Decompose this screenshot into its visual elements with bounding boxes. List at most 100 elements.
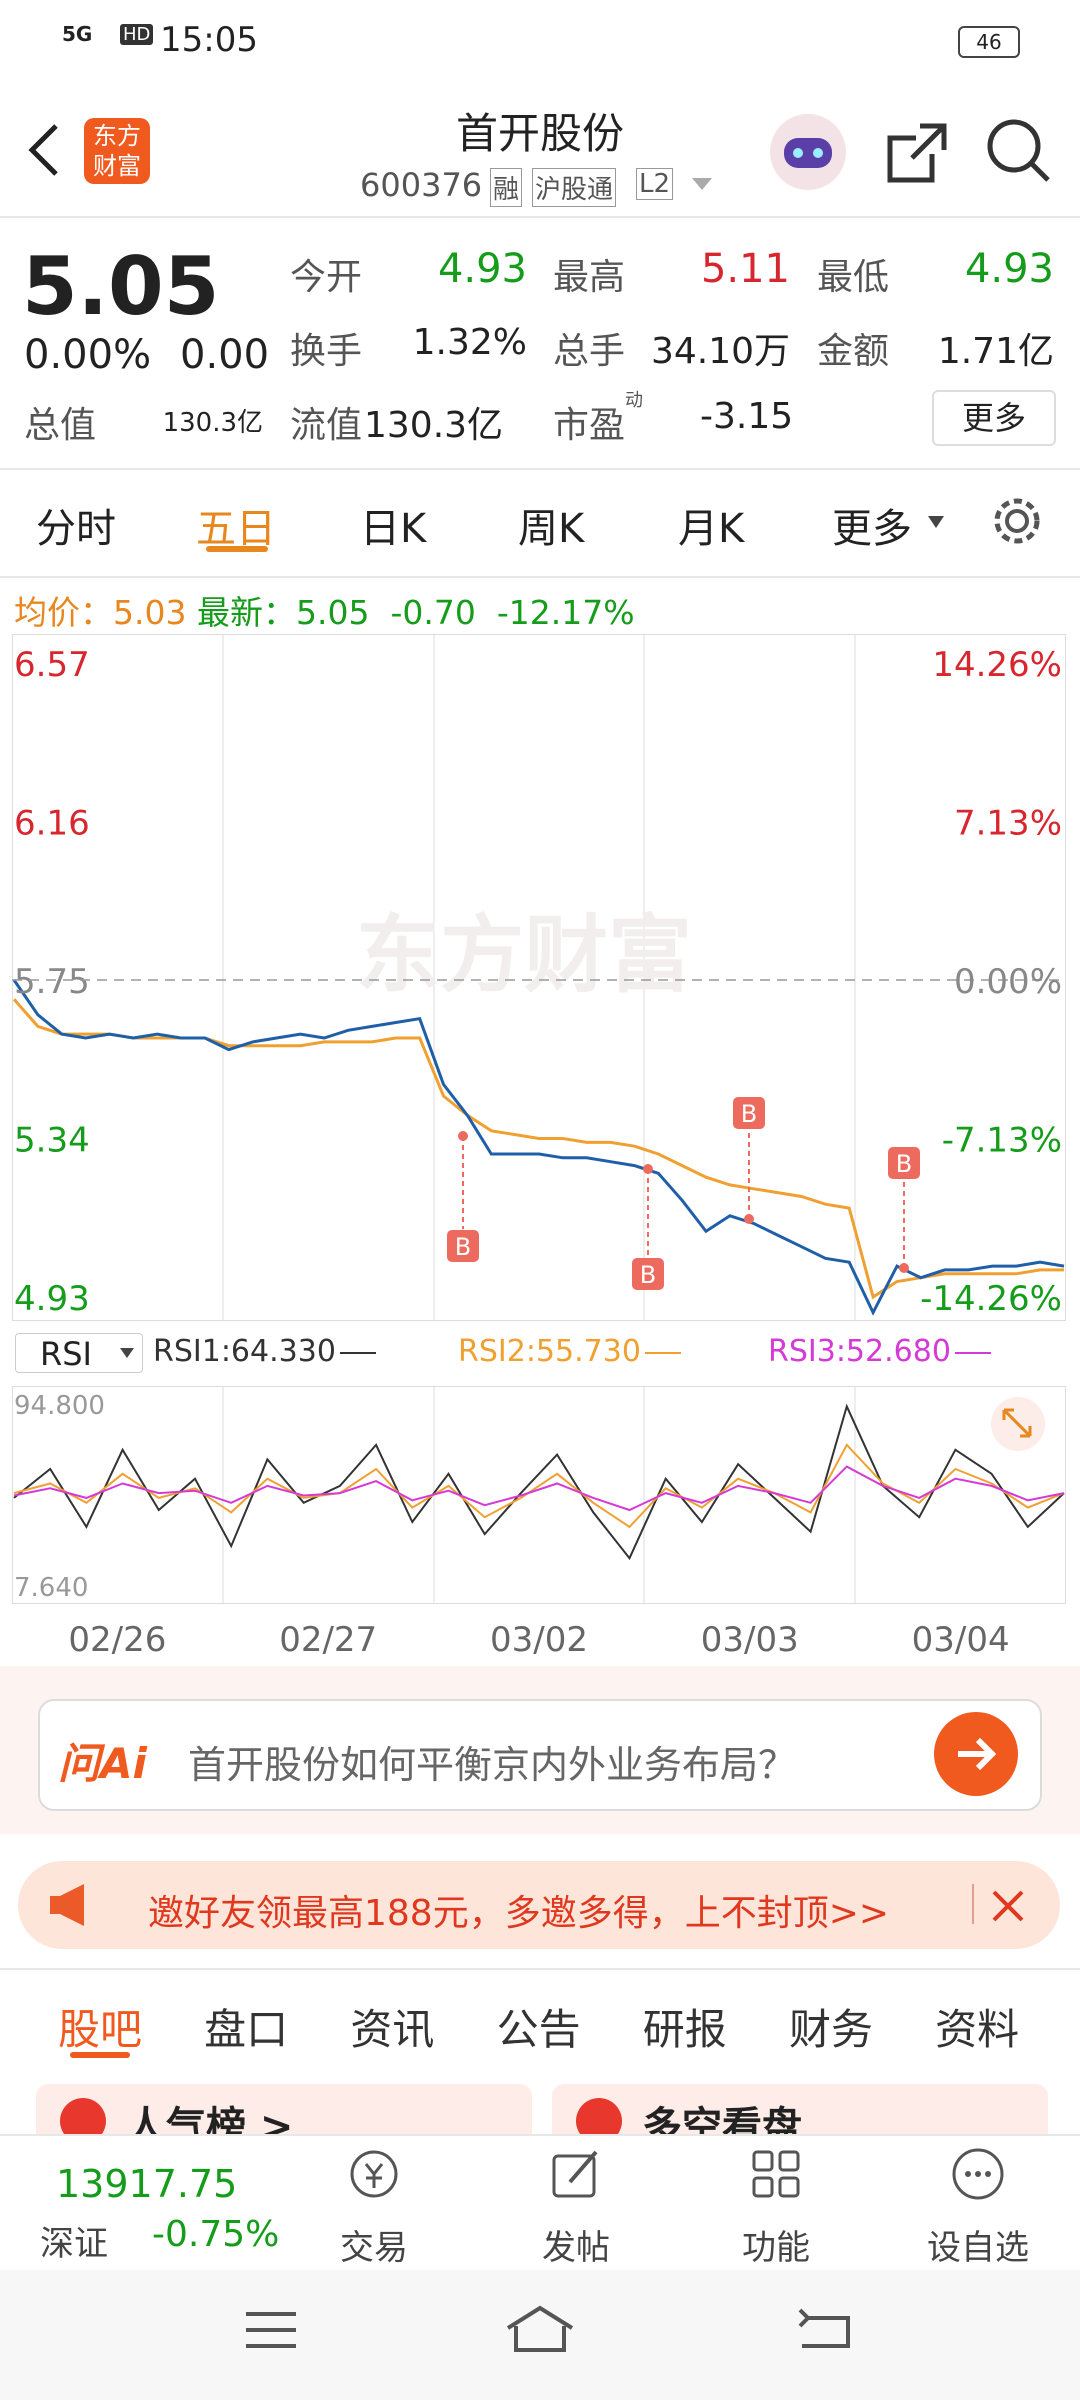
nav-menu[interactable] — [244, 2308, 298, 2352]
stat-label: 总值 — [24, 405, 97, 446]
nav-back[interactable] — [794, 2306, 854, 2354]
tab[interactable]: 资讯 — [350, 2005, 435, 2054]
tab[interactable]: 周K — [518, 506, 585, 552]
stat-value: 1.32% — [412, 322, 527, 363]
stat-value: 34.10万 — [650, 331, 790, 372]
change-pct: -12.17% — [496, 593, 635, 632]
date-label: 03/04 — [911, 1620, 1010, 1660]
megaphone — [50, 1884, 84, 1926]
stat-label: 市盈 — [553, 405, 626, 446]
stat-label: 总手 — [553, 331, 626, 372]
stat-sup: 动 — [625, 390, 643, 411]
network: 5G — [62, 22, 93, 46]
y2-tick-label: -7.13% — [942, 1121, 1062, 1161]
stat-label: 最低 — [817, 257, 890, 298]
indicator-select[interactable]: RSI — [15, 1333, 143, 1373]
stock-name: 首开股份 — [455, 109, 624, 158]
ai-box[interactable] — [38, 1699, 1042, 1811]
y2-tick-label: 0.00% — [954, 962, 1062, 1002]
tag: L2 — [636, 168, 674, 200]
stat-label: 流值 — [290, 405, 363, 446]
bottom-button[interactable]: 功能 — [742, 2228, 810, 2268]
marker-label: B — [455, 1233, 471, 1261]
battery: 46 — [958, 26, 1020, 58]
search-button[interactable] — [984, 116, 1054, 186]
y2-tick-label: 7.13% — [954, 804, 1062, 844]
tab-active[interactable]: 五日 — [196, 506, 276, 552]
tab[interactable]: 分时 — [36, 506, 116, 552]
post-icon — [552, 2150, 598, 2198]
series-line — [13, 1465, 1065, 1512]
divider — [0, 216, 1080, 218]
bottom-button[interactable]: 交易 — [340, 2228, 408, 2268]
day-dividers — [222, 634, 856, 1321]
tab[interactable]: 财务 — [788, 2005, 873, 2054]
settings[interactable] — [990, 494, 1044, 548]
divider — [0, 1968, 1080, 1970]
tab[interactable]: 更多 — [832, 506, 912, 552]
index-value: 13917.75 — [56, 2162, 238, 2206]
separator — [972, 1884, 974, 1924]
y2-tick-label: -14.26% — [920, 1279, 1062, 1319]
change: 0.00 — [180, 332, 270, 378]
stat-value: -3.15 — [700, 396, 794, 437]
banner-text: 邀好友领最高188元，多邀多得，上不封顶>> — [148, 1893, 890, 1934]
y-tick-label: 6.57 — [14, 645, 90, 685]
assistant-avatar[interactable] — [768, 112, 848, 192]
expand-button[interactable] — [990, 1396, 1046, 1452]
price: 5.05 — [22, 240, 220, 333]
time: 15:05 — [160, 20, 258, 60]
tag: 融 — [490, 168, 523, 207]
legend-item: RSI2:55.730 — [458, 1334, 681, 1369]
tag: 沪股通 — [532, 168, 617, 207]
y2-tick-label: 14.26% — [932, 645, 1062, 685]
logo[interactable]: 东方财富 — [84, 118, 150, 184]
stat-label: 金额 — [817, 331, 890, 372]
stat-value: 1.71亿 — [937, 331, 1054, 372]
tab[interactable]: 研报 — [642, 2005, 727, 2054]
index-change: -0.75% — [152, 2214, 280, 2255]
tab-indicator — [70, 2052, 130, 2058]
rsi-chart: 94.800 7.640 — [12, 1386, 1066, 1604]
legend-swatch — [339, 1351, 376, 1354]
date-label: 03/02 — [490, 1620, 588, 1660]
date-label: 02/26 — [68, 1620, 167, 1660]
tab-active[interactable]: 股吧 — [57, 2005, 142, 2054]
marker-label: B — [896, 1150, 912, 1178]
avg-label: 均价： — [14, 593, 113, 632]
function-icon — [752, 2150, 800, 2198]
bottom-button[interactable]: 发帖 — [542, 2228, 610, 2268]
more-button[interactable]: 更多 — [932, 390, 1056, 446]
tab[interactable]: 盘口 — [204, 2005, 289, 2054]
tab[interactable]: 日K — [360, 506, 427, 552]
price-chart: 东方财富 6.57 6.16 5.75 5.34 4.93 14.26% 7.13% 0.00… — [12, 634, 1066, 1321]
divider — [0, 468, 1080, 470]
nav-home[interactable] — [504, 2304, 576, 2354]
tab[interactable]: 资料 — [935, 2005, 1020, 2054]
share-button[interactable] — [882, 118, 952, 188]
stat-value: 4.93 — [437, 246, 527, 292]
stat-value: 130.3亿 — [364, 405, 504, 446]
bottom-button[interactable]: 设自选 — [927, 2228, 1029, 2268]
dropdown — [928, 516, 944, 528]
close-button[interactable] — [988, 1886, 1028, 1926]
stock-code: 600376 — [360, 166, 483, 204]
index-name: 深证 — [40, 2224, 108, 2264]
legend-swatch — [644, 1351, 681, 1354]
y-tick-label: 5.34 — [14, 1121, 90, 1161]
legend-text: RSI3:52.680 — [768, 1334, 951, 1369]
tab[interactable]: 公告 — [496, 2005, 581, 2054]
watchlist-icon — [952, 2148, 1004, 2200]
banner[interactable] — [18, 1861, 1060, 1949]
nav-bar — [0, 2270, 1080, 2400]
back-button[interactable] — [24, 120, 64, 180]
y-tick-label: 94.800 — [14, 1391, 105, 1421]
watermark: 东方财富 — [356, 906, 692, 1004]
latest: 5.05 — [295, 593, 370, 632]
ai-send[interactable] — [934, 1712, 1018, 1796]
dropdown[interactable] — [690, 176, 714, 192]
tab[interactable]: 月K — [678, 506, 745, 552]
legend-text: RSI2:55.730 — [458, 1334, 641, 1369]
